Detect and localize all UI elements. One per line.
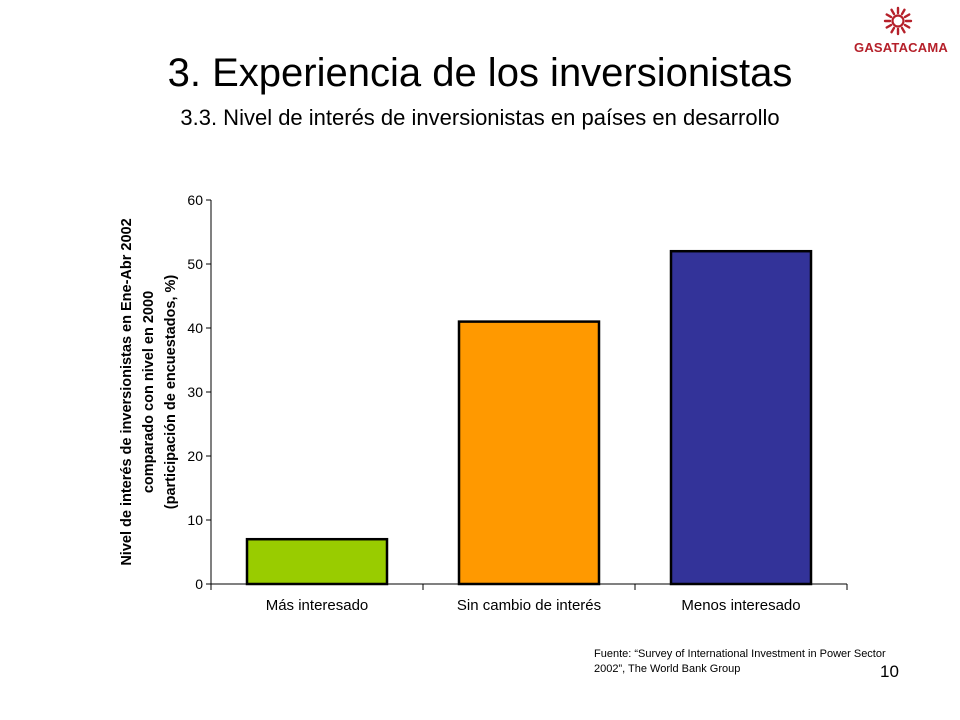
x-category-label: Sin cambio de interés xyxy=(457,597,601,614)
y-tick-label: 10 xyxy=(187,512,203,528)
x-category-label: Menos interesado xyxy=(681,597,800,614)
y-tick-label: 20 xyxy=(187,448,203,464)
bar-1 xyxy=(245,537,389,586)
page-number: 10 xyxy=(880,662,899,681)
sun-emblem-icon xyxy=(883,6,913,36)
bar-3 xyxy=(669,249,813,586)
y-axis-label-line: (participación de encuestados, %) xyxy=(163,275,179,510)
source-note: Fuente: “Survey of International Investm… xyxy=(594,648,886,675)
y-axis-label-line: Nivel de interés de inversionistas en En… xyxy=(119,218,135,565)
y-tick-label: 30 xyxy=(187,384,203,400)
x-axis-labels: Más interesado Sin cambio de interés Menos… xyxy=(210,584,848,614)
bar-series xyxy=(245,249,813,586)
y-axis-label-line: comparado con nivel en 2000 xyxy=(141,291,157,493)
y-axis-ticks: 0 10 20 30 40 50 60 xyxy=(187,192,211,592)
y-tick-label: 50 xyxy=(187,256,203,272)
bar-2 xyxy=(457,320,601,586)
y-tick-label: 60 xyxy=(187,192,203,208)
y-tick-label: 40 xyxy=(187,320,203,336)
x-category-label: Más interesado xyxy=(266,597,369,614)
page-subtitle: 3.3. Nivel de interés de inversionistas … xyxy=(180,105,780,130)
company-logo: GASATACAMA xyxy=(846,6,956,64)
page-title: 3. Experiencia de los inversionistas xyxy=(167,51,793,95)
y-tick-label: 0 xyxy=(195,576,203,592)
y-axis-label: Nivel de interés de inversionistas en En… xyxy=(119,218,179,565)
logo-text: GASATACAMA xyxy=(854,40,948,55)
